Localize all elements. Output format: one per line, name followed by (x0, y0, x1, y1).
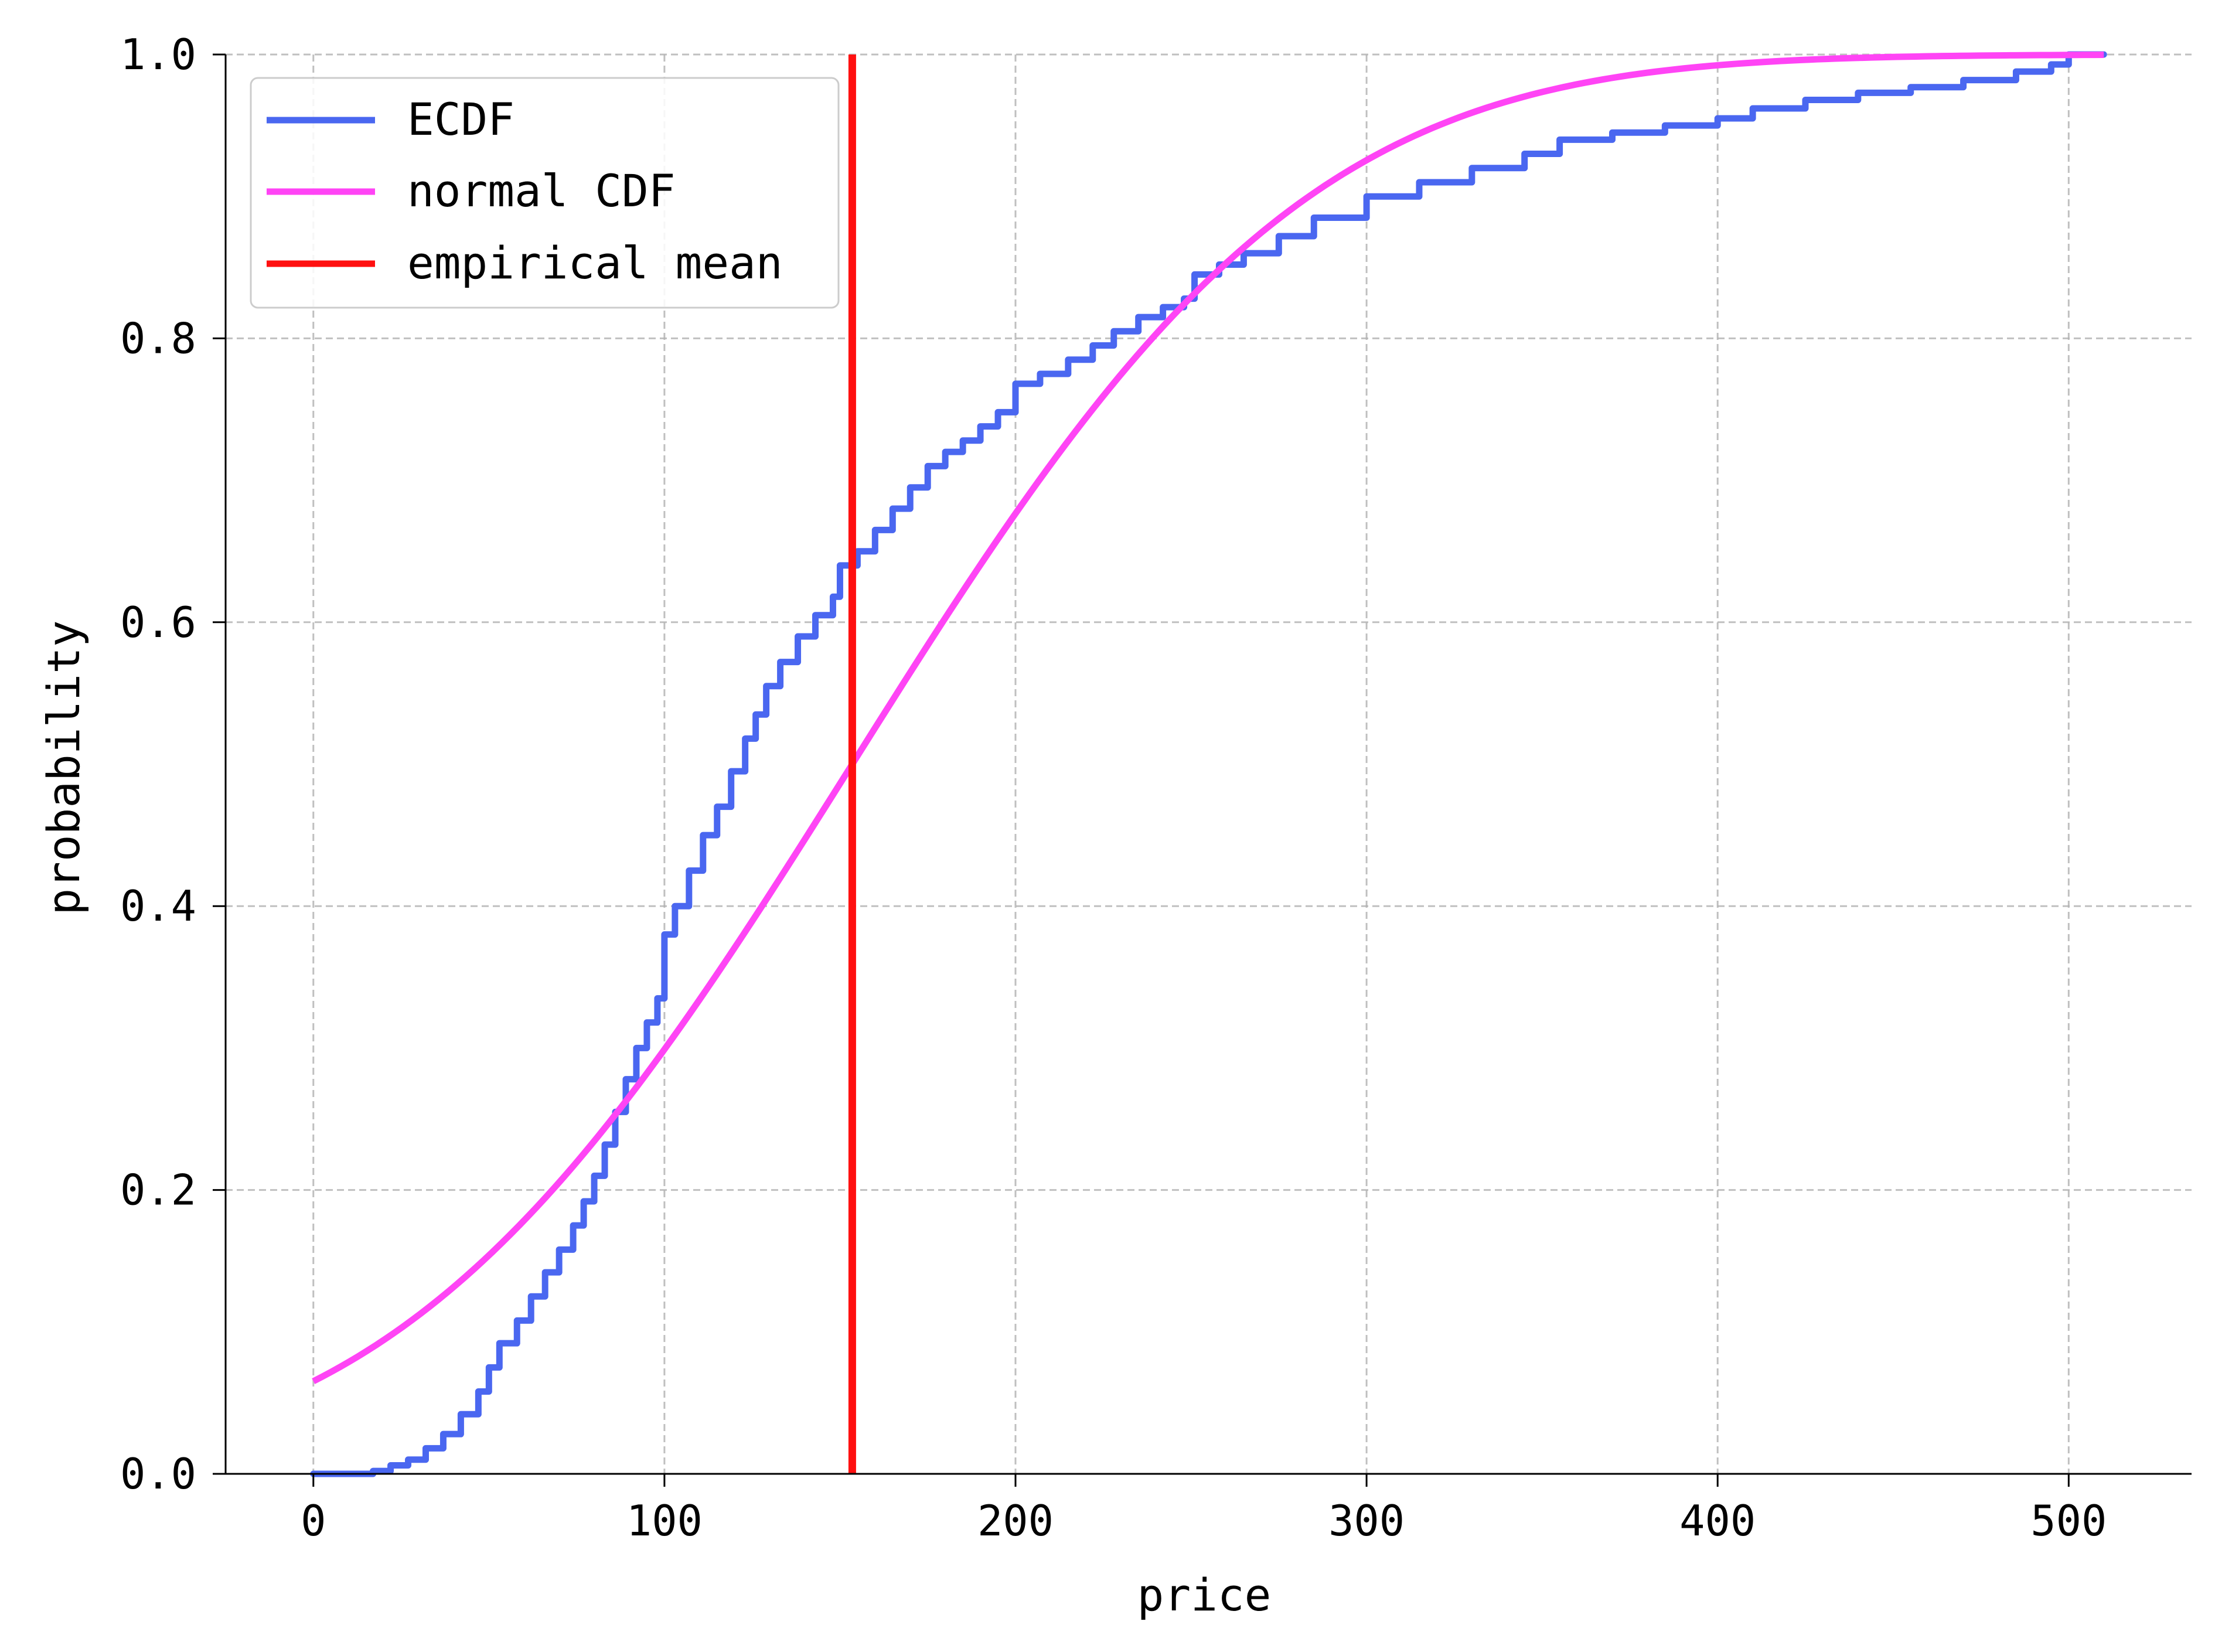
x-tick-label-3: 300 (1328, 1496, 1405, 1545)
y-tick-label-0: 0.0 (120, 1449, 196, 1498)
y-axis-title: probability (38, 620, 90, 915)
series-line-ecdf (310, 51, 2107, 1477)
x-tick-label-2: 200 (977, 1496, 1054, 1545)
legend-label-empirical-mean: empirical mean (407, 237, 783, 289)
x-axis-title: price (1137, 1569, 1272, 1621)
x-tick-label-5: 500 (2030, 1496, 2107, 1545)
x-tick-label-0: 0 (301, 1496, 326, 1545)
plot-area (310, 51, 2107, 1477)
series-line-normal-cdf (312, 52, 2104, 1384)
tick-labels: 0 100 200 300 400 500 0.0 0.2 0.4 0.6 0.8 1.0 (120, 30, 2107, 1545)
legend-label-normal-cdf: normal CDF (407, 165, 676, 217)
y-tick-label-3: 0.6 (120, 598, 196, 647)
x-tick-label-4: 400 (1679, 1496, 1756, 1545)
y-tick-label-5: 1.0 (120, 30, 196, 79)
legend: ECDF normal CDF empirical mean (250, 77, 840, 309)
y-tick-label-1: 0.2 (120, 1166, 196, 1215)
legend-label-ecdf: ECDF (407, 93, 514, 145)
y-tick-label-2: 0.4 (120, 881, 196, 931)
axes (213, 53, 2192, 1487)
y-tick-label-4: 0.8 (120, 314, 196, 363)
x-tick-label-1: 100 (626, 1496, 703, 1545)
legend-box (250, 77, 840, 309)
